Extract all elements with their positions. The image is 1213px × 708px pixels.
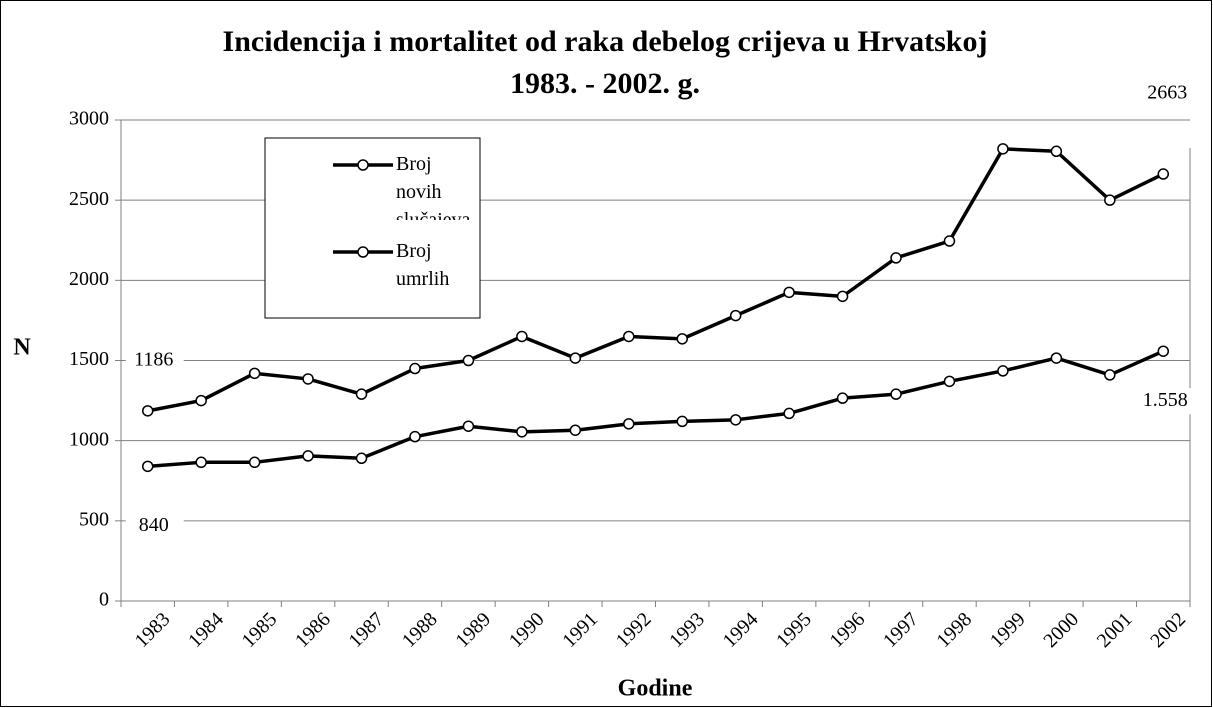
data-point — [943, 375, 956, 388]
data-point — [729, 309, 742, 322]
series-line — [147, 349, 1164, 469]
data-point — [676, 415, 688, 428]
data-point — [943, 235, 956, 247]
legend-box — [264, 137, 481, 319]
data-label: 1.558 — [1143, 389, 1188, 411]
data-point — [195, 456, 207, 469]
data-point — [1050, 145, 1063, 158]
data-point — [248, 367, 261, 380]
y-tick-label: 2000 — [69, 268, 109, 290]
x-axis-label: Godine — [618, 676, 693, 702]
data-point — [1104, 369, 1116, 381]
legend-label: Broj novih slučajeva — [396, 153, 471, 220]
label-bg — [1137, 388, 1196, 415]
label-bg — [125, 347, 184, 374]
y-tick-label: 3000 — [69, 108, 109, 130]
data-point — [141, 460, 154, 473]
y-axis-label: N — [13, 335, 31, 361]
data-point — [890, 388, 902, 400]
data-point — [783, 286, 795, 299]
data-point — [409, 362, 421, 375]
data-point — [248, 456, 261, 469]
legend-marker — [357, 159, 369, 171]
data-point — [569, 352, 582, 364]
data-point — [302, 373, 314, 385]
data-point — [195, 394, 207, 407]
data-point — [1157, 168, 1170, 180]
y-tick-label: 500 — [79, 508, 109, 530]
legend-marker — [357, 246, 369, 258]
y-tick-label: 1500 — [69, 348, 109, 370]
data-point — [676, 333, 688, 345]
data-point — [783, 407, 795, 420]
y-tick-label: 2500 — [69, 188, 109, 210]
label-bg — [1139, 81, 1198, 108]
data-point — [355, 388, 368, 400]
data-point — [516, 426, 528, 438]
data-point — [462, 354, 475, 367]
data-point — [836, 290, 849, 303]
data-point — [997, 143, 1009, 155]
y-tick-label: 1000 — [69, 428, 109, 450]
label-bg — [125, 513, 184, 540]
data-point — [623, 418, 635, 430]
data-point — [141, 405, 154, 417]
chart-subtitle: 1983. - 2002. g. — [510, 67, 700, 100]
legend-entry: Broj novih slučajeva — [396, 153, 471, 220]
data-point — [1157, 345, 1170, 357]
data-point — [355, 452, 368, 465]
y-tick-label: 0 — [99, 589, 109, 611]
data-label: 1186 — [134, 348, 173, 370]
data-point — [516, 330, 528, 343]
data-point — [997, 365, 1009, 377]
data-point — [836, 392, 849, 404]
data-point — [890, 252, 902, 264]
data-label: 840 — [139, 514, 169, 536]
data-point — [1050, 352, 1063, 364]
legend-label: Broj umrlih — [396, 240, 450, 290]
data-point — [569, 424, 582, 436]
data-point — [462, 420, 475, 432]
data-point — [1104, 194, 1116, 206]
legend-entry: Broj umrlih — [396, 240, 450, 290]
data-point — [623, 330, 635, 343]
data-point — [409, 430, 421, 443]
chart-title: Incidencija i mortalitet od raka debelog… — [223, 25, 988, 58]
data-label: 2663 — [1147, 82, 1187, 104]
series-line — [147, 147, 1165, 413]
data-point — [729, 414, 742, 426]
data-point — [302, 450, 314, 462]
